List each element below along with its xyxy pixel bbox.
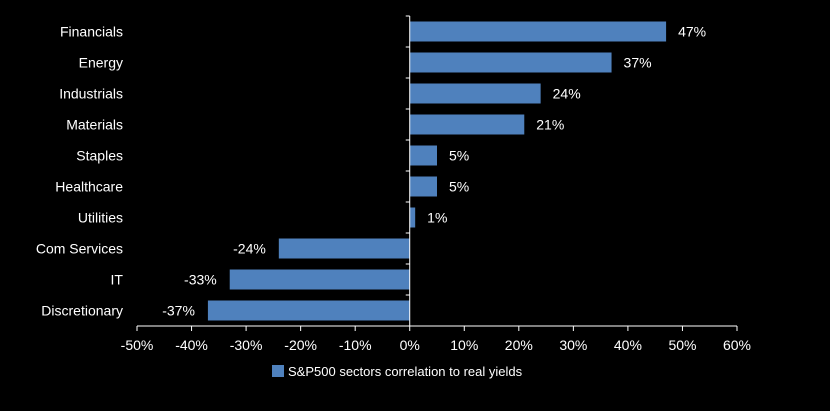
bar-2	[409, 52, 612, 73]
axes-layer	[136, 15, 738, 331]
x-tick-label: -50%	[121, 337, 154, 353]
data-label: -37%	[162, 303, 195, 319]
x-tick-labels: -50% -40% -30% -20% -10% 0% 10% 20% 30% 40% 50% 60%	[121, 337, 751, 353]
category-label: Industrials	[59, 86, 123, 102]
legend-label: S&P500 sectors correlation to real yield…	[288, 364, 523, 379]
data-label: -33%	[184, 272, 217, 288]
x-tick-label: 20%	[505, 337, 533, 353]
bar-6	[409, 176, 437, 197]
data-label: 1%	[427, 210, 447, 226]
bar-7	[409, 207, 416, 228]
data-label: 21%	[536, 117, 564, 133]
category-label: Healthcare	[55, 179, 123, 195]
data-label: 47%	[678, 24, 706, 40]
x-tick-label: -20%	[284, 337, 317, 353]
x-tick-label: 40%	[614, 337, 642, 353]
x-tick-label: 10%	[450, 337, 478, 353]
data-label: 37%	[624, 55, 652, 71]
category-label: IT	[111, 272, 124, 288]
data-label: 5%	[449, 148, 469, 164]
x-tick-label: 50%	[668, 337, 696, 353]
data-label: -24%	[233, 241, 266, 257]
x-tick-label: 0%	[400, 337, 420, 353]
bar-1	[409, 21, 667, 42]
bar-8	[278, 238, 410, 259]
data-label: 24%	[553, 86, 581, 102]
category-labels: Financials Energy Industrials Materials Stap…	[36, 24, 124, 319]
bar-3	[409, 83, 541, 104]
bars-layer	[207, 21, 667, 321]
data-label: 5%	[449, 179, 469, 195]
bar-9	[229, 269, 410, 290]
x-tick-label: -30%	[230, 337, 263, 353]
legend: S&P500 sectors correlation to real yield…	[272, 364, 523, 379]
x-tick-label: -10%	[339, 337, 372, 353]
category-label: Materials	[66, 117, 123, 133]
category-label: Com Services	[36, 241, 123, 257]
category-label: Financials	[60, 24, 123, 40]
bar-4	[409, 114, 525, 135]
bar-10	[207, 300, 410, 321]
category-label: Discretionary	[41, 303, 123, 319]
legend-swatch	[272, 365, 284, 377]
value-labels: 47%37%24%21%5%5%1%-24%-33%-37%	[162, 24, 706, 319]
category-label: Energy	[79, 55, 123, 71]
category-label: Staples	[76, 148, 123, 164]
bar-5	[409, 145, 437, 166]
category-label: Utilities	[78, 210, 123, 226]
x-tick-label: 30%	[559, 337, 587, 353]
x-tick-label: 60%	[723, 337, 751, 353]
x-tick-label: -40%	[175, 337, 208, 353]
